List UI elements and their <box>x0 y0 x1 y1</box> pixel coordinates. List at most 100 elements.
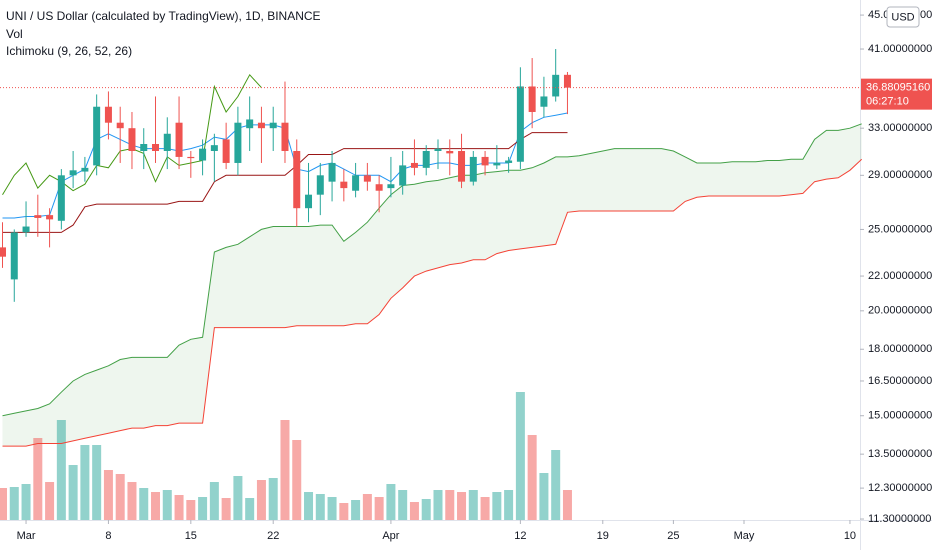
volume-bar <box>398 490 408 520</box>
volume-bar <box>209 482 219 520</box>
candle-body <box>528 86 536 112</box>
indicator-line <box>2 158 863 447</box>
candle-body <box>234 122 242 163</box>
y-tick-label: 22.00000000 <box>868 270 932 282</box>
candle-body <box>552 74 560 97</box>
y-tick-label: 16.50000000 <box>868 375 932 387</box>
candle-body <box>481 156 489 166</box>
candle-body <box>493 162 501 166</box>
volume-bar <box>80 445 90 520</box>
candle-body <box>399 165 407 186</box>
volume-bar <box>515 392 525 520</box>
candle-body <box>563 74 571 88</box>
y-tick-label: 15.00000000 <box>868 410 932 422</box>
indicator-line <box>2 123 862 417</box>
volume-bar <box>280 420 290 520</box>
candle-body <box>175 122 183 157</box>
volume-label: Vol <box>6 27 23 41</box>
candle-body <box>375 184 383 191</box>
volume-bar <box>186 500 196 520</box>
candle-body <box>93 106 101 166</box>
volume-bar <box>409 502 419 520</box>
indicator-line <box>2 132 568 233</box>
candle-body <box>257 122 265 129</box>
candle-body <box>116 122 124 129</box>
y-tick-label: 12.30000000 <box>868 482 932 494</box>
volume-bar <box>139 488 149 520</box>
volume-bar <box>504 490 514 520</box>
x-tick-label: May <box>734 530 755 542</box>
candle-body <box>22 226 30 233</box>
candle-body <box>458 150 466 182</box>
volume-bar <box>315 494 325 520</box>
candle-body <box>140 144 148 151</box>
volume-bar <box>56 420 66 520</box>
volume-bar <box>304 492 314 520</box>
volume-bar <box>339 503 349 520</box>
volume-bar <box>421 499 431 520</box>
indicator-label: Ichimoku (9, 26, 52, 26) <box>6 44 132 58</box>
candle-body <box>81 167 89 172</box>
candle-body <box>387 184 395 189</box>
plot <box>0 49 863 520</box>
candle-body <box>422 150 430 168</box>
y-tick-label: 11.30000000 <box>868 513 931 525</box>
volume-bar <box>527 435 537 520</box>
volume-bar <box>551 450 561 520</box>
volume-bar <box>562 490 572 520</box>
x-tick-label: 19 <box>597 530 609 542</box>
last-price-box <box>861 78 932 110</box>
volume-bar <box>292 440 302 520</box>
x-tick-label: 25 <box>667 530 679 542</box>
y-tick-label: 33.00000000 <box>868 122 932 134</box>
volume-bar <box>468 490 478 520</box>
candle-body <box>446 150 454 154</box>
y-tick-label: 20.00000000 <box>868 305 932 317</box>
candle-body <box>269 122 277 129</box>
y-tick-label: 13.50000000 <box>868 448 932 460</box>
x-tick-label: 12 <box>514 530 526 542</box>
chart-title: UNI / US Dollar (calculated by TradingVi… <box>6 9 321 23</box>
candle-body <box>316 175 324 195</box>
candle-body <box>352 175 360 191</box>
volume-bar <box>445 490 455 520</box>
candle-body <box>152 144 160 151</box>
volume-bar <box>33 438 43 520</box>
x-tick-label: 15 <box>185 530 197 542</box>
candle-body <box>210 145 218 151</box>
currency-label[interactable]: USD <box>891 11 914 23</box>
candle-body <box>246 119 254 129</box>
candle-body <box>434 148 442 151</box>
x-tick-label: Apr <box>382 530 399 542</box>
candle-body <box>10 232 18 280</box>
volume-bar <box>198 497 208 520</box>
countdown: 06:27:10 <box>866 96 909 108</box>
volume-bar <box>151 492 161 520</box>
y-tick-label: 18.00000000 <box>868 343 932 355</box>
volume-bar <box>457 492 467 520</box>
candle-body <box>46 215 54 220</box>
volume-bar <box>268 478 278 520</box>
volume-bar <box>103 470 113 520</box>
volume-bar <box>21 484 31 520</box>
currency-button[interactable] <box>886 6 920 28</box>
volume-bar <box>162 490 172 520</box>
volume-bar <box>539 473 549 520</box>
volume-bar <box>115 474 125 520</box>
candle-body <box>516 86 524 162</box>
candle-body <box>0 247 6 257</box>
volume-bar <box>174 495 184 520</box>
volume-bar <box>233 476 243 520</box>
candle-body <box>328 162 336 182</box>
cloud <box>2 123 862 447</box>
candle-body <box>540 96 548 107</box>
candle-body <box>469 156 477 182</box>
candle-body <box>57 175 65 221</box>
volume-bar <box>480 497 490 520</box>
candle-body <box>305 194 313 209</box>
volume-bar <box>374 497 384 520</box>
volume-bar <box>9 487 19 520</box>
